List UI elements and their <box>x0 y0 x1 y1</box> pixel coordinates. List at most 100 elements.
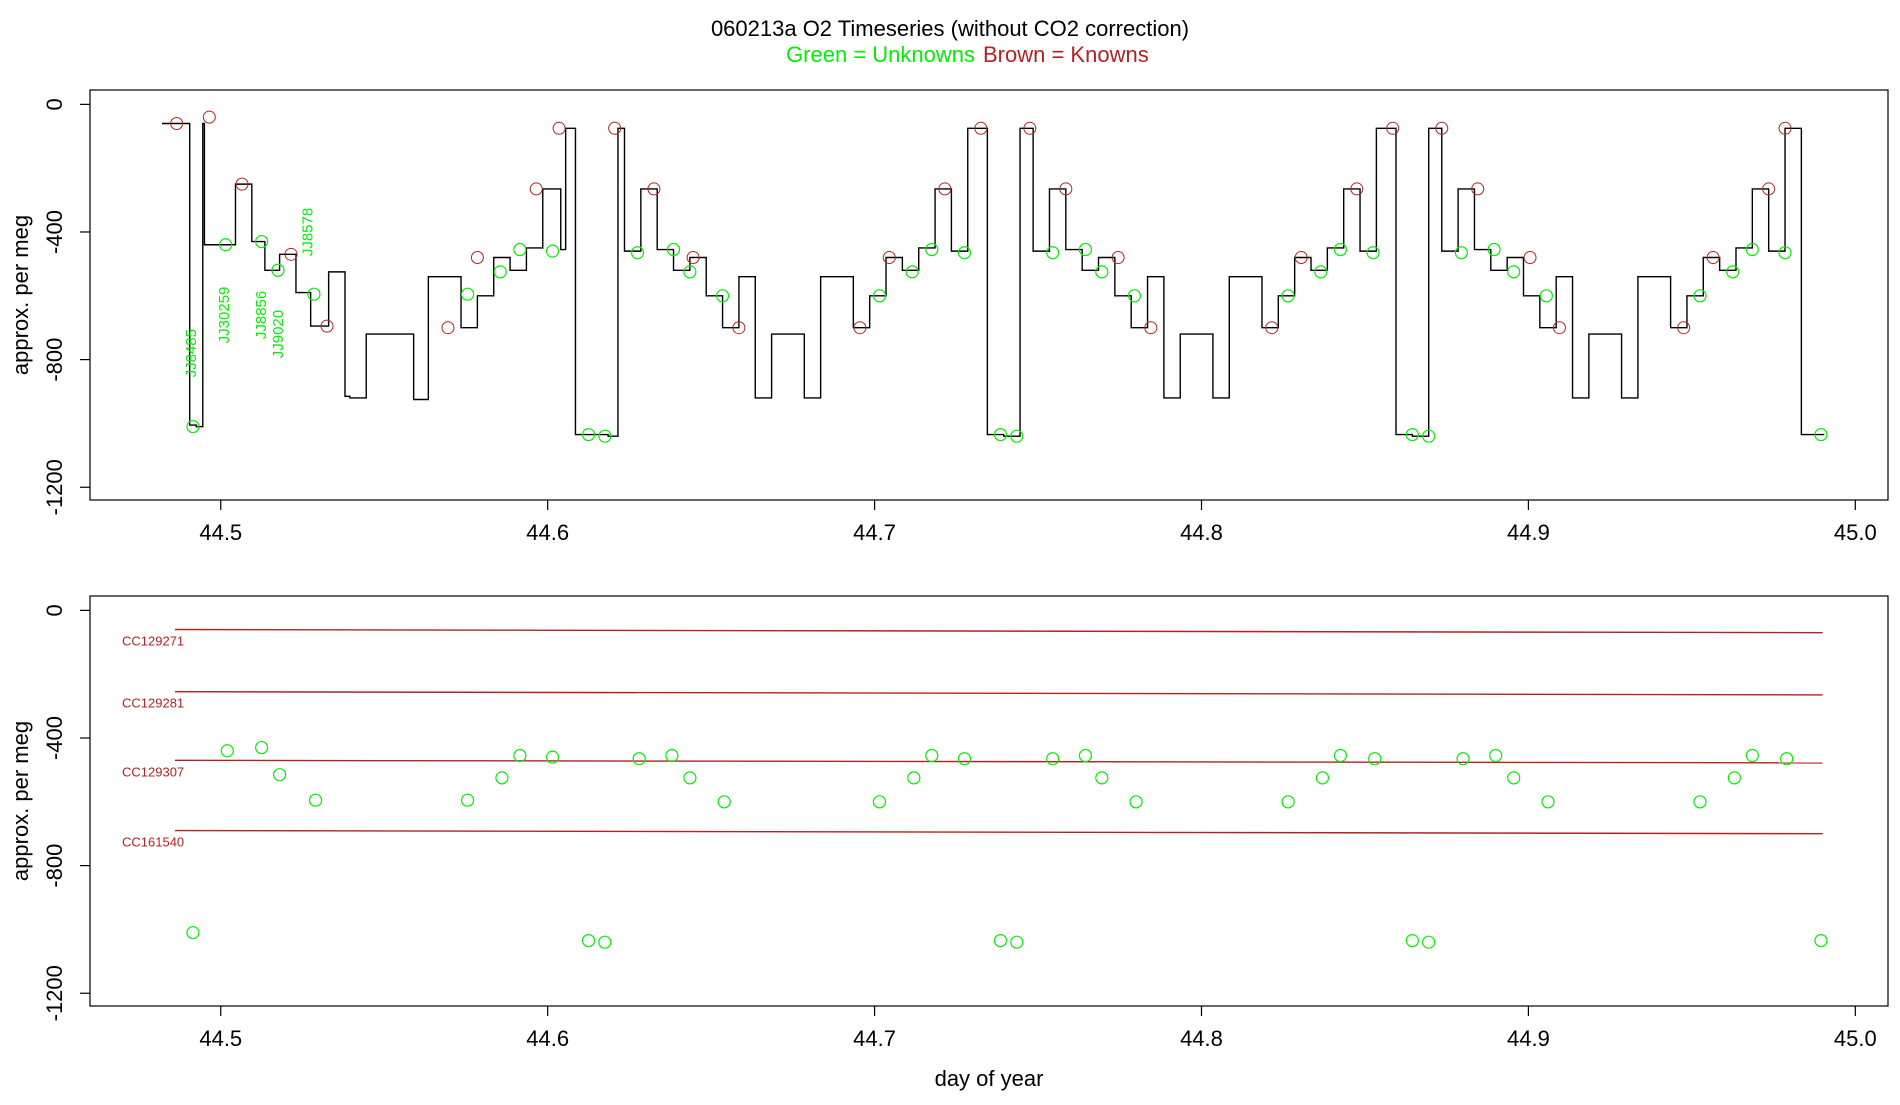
unknown-point <box>683 771 697 785</box>
unknown-point <box>1078 242 1093 257</box>
unknown-point <box>993 933 1008 948</box>
unknown-point <box>1046 752 1060 766</box>
unknown-point <box>255 234 269 249</box>
unknown-point <box>1078 748 1093 763</box>
unknown-point <box>1489 748 1503 763</box>
unknown-point <box>925 748 939 763</box>
known-point <box>853 321 867 335</box>
known-point <box>1059 182 1073 196</box>
unknown-point <box>1095 265 1109 279</box>
known-point <box>1144 321 1158 335</box>
unknown-point <box>460 287 475 301</box>
known-point <box>1762 182 1776 196</box>
unknown-point <box>495 771 509 785</box>
unknown-point <box>545 244 560 258</box>
unknown-point <box>1046 246 1060 260</box>
known-point <box>235 177 249 191</box>
known-point <box>552 121 566 135</box>
reference-line-label: CC129307 <box>122 764 184 779</box>
y-tick-label: -800 <box>42 338 67 382</box>
unknown-point <box>1281 289 1295 303</box>
y-tick-label: 0 <box>42 98 67 110</box>
x-tick-label: 44.6 <box>526 520 569 545</box>
unknown-point <box>1422 935 1436 949</box>
unknown-point <box>1010 935 1024 949</box>
unknown-point <box>1693 289 1707 303</box>
unknown-point <box>1507 771 1521 785</box>
x-tick-label: 44.6 <box>526 1026 569 1051</box>
unknown-point <box>1010 429 1024 443</box>
known-point <box>170 117 184 131</box>
known-point <box>529 182 543 196</box>
known-point <box>1386 121 1400 135</box>
known-point <box>974 121 988 135</box>
known-point <box>1350 182 1364 196</box>
known-point <box>470 251 484 265</box>
unknown-point <box>1539 289 1553 303</box>
unknown-point <box>1422 429 1436 443</box>
unknown-point <box>1726 265 1740 279</box>
unknown-point <box>666 242 681 257</box>
unknown-point <box>598 429 612 443</box>
unknown-point <box>632 752 646 766</box>
unknown-point <box>957 246 972 260</box>
sample-annotation: JJ9020 <box>270 310 287 358</box>
reference-line <box>174 829 1823 835</box>
y-tick-label: -1200 <box>42 459 67 515</box>
known-point <box>647 182 661 196</box>
x-tick-label: 45.0 <box>1834 520 1877 545</box>
known-point <box>1677 321 1691 335</box>
unknown-point <box>513 242 527 257</box>
unknown-point <box>598 935 612 949</box>
unknown-point <box>186 420 200 434</box>
known-point <box>1523 251 1537 265</box>
unknown-point <box>1541 795 1555 809</box>
unknown-point <box>1727 771 1741 785</box>
known-point <box>732 321 746 335</box>
unknown-point <box>715 289 730 303</box>
unknown-point <box>460 793 475 807</box>
unknown-point <box>1745 748 1759 763</box>
unknown-point <box>1314 265 1328 279</box>
unknown-point <box>1745 242 1759 257</box>
known-point <box>882 251 896 265</box>
legend-unknowns: Green = Unknowns <box>786 42 975 67</box>
unknown-point <box>1333 242 1348 257</box>
x-axis-label: day of year <box>935 1066 1044 1091</box>
x-tick-label: 45.0 <box>1834 1026 1877 1051</box>
y-tick-label: 0 <box>42 604 67 616</box>
unknown-point <box>1129 795 1143 809</box>
known-point <box>1778 121 1792 135</box>
unknown-point <box>1405 933 1419 948</box>
trace-line <box>161 122 1825 437</box>
unknown-point <box>925 242 939 257</box>
x-tick-label: 44.8 <box>1180 1026 1223 1051</box>
top-panel: 44.5 44.6 44.7 44.8 44.9 45.0 0 -400 -800 -1200 ap… <box>8 89 1889 545</box>
reference-line-label: CC161540 <box>122 835 184 850</box>
x-tick-label: 44.5 <box>199 520 242 545</box>
unknown-point <box>1814 427 1828 442</box>
bottom-panel: 44.5 44.6 44.7 44.8 44.9 45.0 0 -400 -800 -1200 ap… <box>8 595 1889 1091</box>
unknown-point <box>307 287 321 301</box>
unknown-point <box>907 771 921 785</box>
x-tick-label: 44.5 <box>199 1026 242 1051</box>
unknown-point <box>493 265 507 279</box>
x-tick-label: 44.7 <box>853 520 896 545</box>
unknown-point <box>308 793 323 807</box>
y-tick-label: -800 <box>42 844 67 888</box>
unknown-point <box>1333 748 1348 763</box>
known-point <box>320 319 334 333</box>
sample-annotation: JJ8856 <box>253 291 270 339</box>
reference-line <box>174 628 1823 634</box>
unknown-point <box>993 427 1008 442</box>
known-point <box>284 247 298 261</box>
known-point <box>938 182 952 196</box>
known-point <box>1435 121 1449 135</box>
known-point <box>1023 121 1037 135</box>
unknown-point <box>665 748 679 763</box>
sample-annotation: JJ8485 <box>183 329 200 377</box>
unknown-point <box>1368 752 1382 766</box>
known-point <box>1265 321 1279 335</box>
known-point <box>686 251 700 265</box>
